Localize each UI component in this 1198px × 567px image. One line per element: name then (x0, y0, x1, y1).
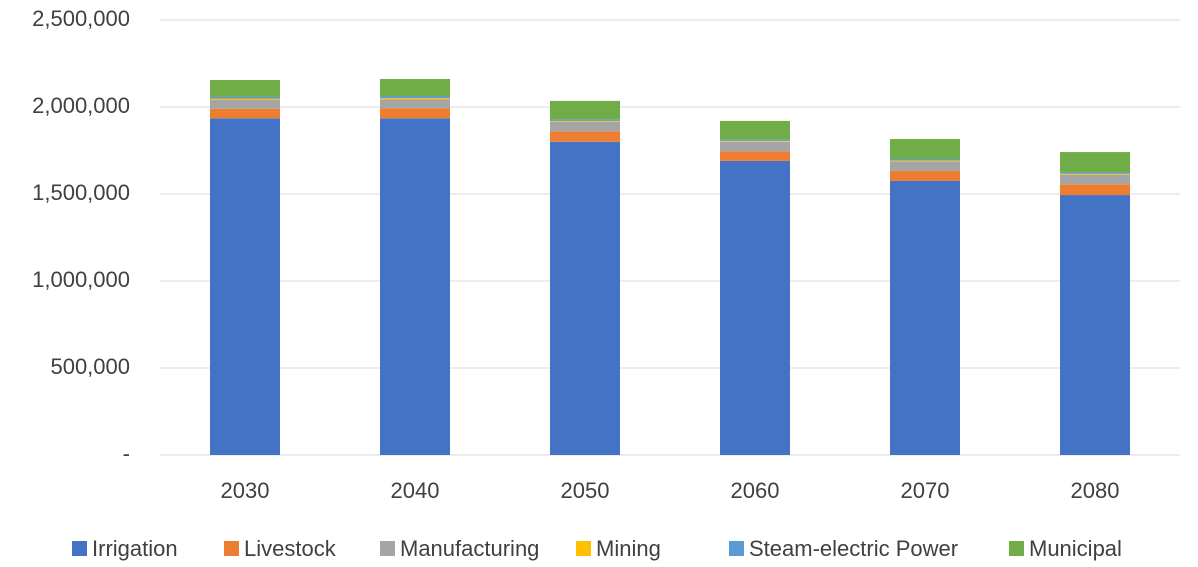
x-tick-label: 2060 (731, 478, 780, 503)
bar-segment (720, 160, 790, 455)
bar-segment (380, 98, 450, 100)
x-tick-label: 2080 (1071, 478, 1120, 503)
bar-segment (210, 96, 280, 99)
bar-segment (890, 159, 960, 161)
legend-swatch (72, 541, 87, 556)
legend-label: Mining (596, 536, 661, 561)
x-tick-label: 2050 (561, 478, 610, 503)
bar-segment (890, 180, 960, 455)
bar-segment (550, 141, 620, 456)
bar-segment (1060, 184, 1130, 196)
bar-segment (210, 108, 280, 119)
y-tick-label: 1,000,000 (32, 267, 130, 292)
bar-segment (720, 140, 790, 142)
bar-segment (380, 108, 450, 119)
bar-segment (890, 139, 960, 160)
legend-swatch (1009, 541, 1024, 556)
bar-segment (210, 118, 280, 455)
y-tick-label: 2,000,000 (32, 93, 130, 118)
legend-swatch (576, 541, 591, 556)
bar-segment (1060, 173, 1130, 175)
bar-segment (550, 100, 620, 120)
legend-label: Livestock (244, 536, 337, 561)
bar-segment (550, 131, 620, 142)
bar-segment (720, 141, 790, 152)
bar-segment (1060, 152, 1130, 173)
bar-segment (380, 99, 450, 109)
bar-segment (380, 96, 450, 99)
bar-segment (210, 80, 280, 97)
bar-segment (210, 100, 280, 109)
bar-segment (1060, 195, 1130, 455)
legend-label: Manufacturing (400, 536, 539, 561)
bar-segment (550, 120, 620, 122)
x-tick-label: 2070 (901, 478, 950, 503)
bar-segment (720, 120, 790, 140)
legend-label: Irrigation (92, 536, 178, 561)
y-tick-label: 1,500,000 (32, 180, 130, 205)
y-tick-label: 2,500,000 (32, 6, 130, 31)
bar-segment (1060, 174, 1130, 185)
legend-swatch (729, 541, 744, 556)
bar-segment (380, 78, 450, 97)
bar-segment (380, 118, 450, 455)
bar-segment (720, 139, 790, 141)
bar-segment (890, 170, 960, 181)
x-tick-label: 2030 (221, 478, 270, 503)
legend-label: Municipal (1029, 536, 1122, 561)
bar-segment (550, 119, 620, 121)
bar-segment (890, 161, 960, 171)
bar-segment (890, 160, 960, 162)
legend-label: Steam-electric Power (749, 536, 958, 561)
bar-segment (1060, 172, 1130, 174)
legend-swatch (224, 541, 239, 556)
y-tick-label: - (123, 441, 130, 466)
bar-segment (550, 121, 620, 132)
legend-swatch (380, 541, 395, 556)
bar-segment (210, 98, 280, 101)
x-tick-label: 2040 (391, 478, 440, 503)
bar-segment (720, 151, 790, 161)
y-tick-label: 500,000 (50, 354, 130, 379)
